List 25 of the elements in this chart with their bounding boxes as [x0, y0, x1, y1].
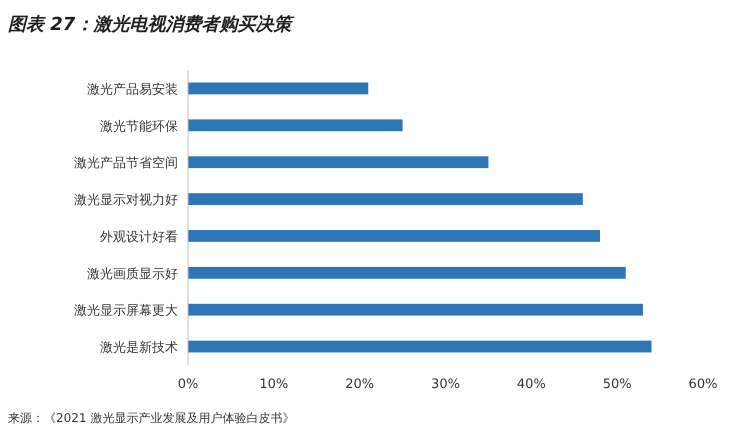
chart-title: 图表 27：激光电视消费者购买决策: [8, 14, 296, 35]
y-tick-label: 激光是新技术: [100, 340, 178, 356]
x-tick-label: 60%: [688, 377, 718, 392]
bar: [188, 304, 643, 316]
x-tick-label: 40%: [516, 377, 546, 392]
y-tick-label: 激光产品节省空间: [74, 156, 178, 172]
y-tick-label: 激光显示对视力好: [74, 193, 178, 208]
x-tick-label: 50%: [602, 377, 632, 392]
bar: [188, 193, 583, 205]
bar: [188, 156, 488, 168]
x-tick-label: 10%: [259, 377, 288, 392]
bar: [188, 266, 626, 279]
x-tick-label: 20%: [345, 377, 374, 392]
y-tick-label: 激光显示屏幕更大: [74, 304, 178, 319]
x-tick-label: 0%: [178, 377, 198, 392]
y-tick-label: 激光产品易安装: [87, 81, 178, 98]
bar: [188, 119, 403, 132]
x-tick-label: 30%: [431, 377, 460, 392]
source-note: 来源：《2021 激光显示产业发展及用户体验白皮书》: [8, 411, 294, 425]
bar: [188, 82, 368, 94]
y-tick-label: 激光画质显示好: [87, 266, 178, 282]
bar: [188, 340, 652, 352]
y-tick-label: 外观设计好看: [100, 230, 178, 245]
y-tick-label: 激光节能环保: [100, 119, 178, 134]
bar: [188, 230, 600, 242]
